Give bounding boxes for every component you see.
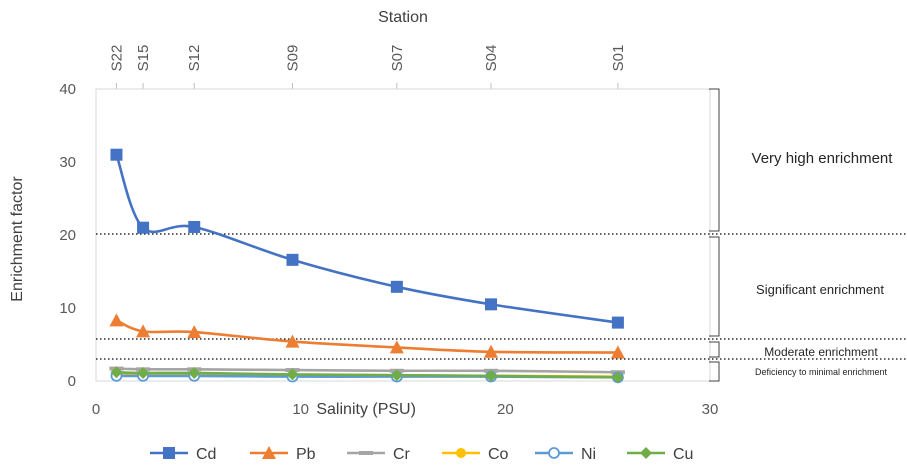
data-point-cd	[188, 220, 201, 233]
legend-label: Ni	[581, 446, 596, 463]
series-cu	[110, 366, 624, 384]
band-label: Deficiency to minimal enrichment	[755, 367, 888, 377]
legend-item-ni: Ni	[535, 446, 596, 463]
data-point-cu	[611, 371, 624, 384]
y-axis-title: Enrichment factor	[9, 176, 26, 302]
legend-marker	[548, 447, 560, 459]
band-bracket	[709, 236, 720, 337]
station-tick-label: S15	[135, 45, 152, 72]
station-tick-label: S01	[610, 45, 627, 72]
data-point-cu	[286, 368, 299, 381]
data-point-pb	[389, 340, 404, 354]
data-point-cd	[286, 253, 299, 266]
data-point-pb	[610, 345, 625, 359]
legend-item-pb: Pb	[250, 446, 316, 463]
legend-item-cd: Cd	[150, 446, 216, 463]
y-tick-label: 30	[59, 154, 76, 171]
legend-marker	[640, 447, 652, 459]
data-point-cu	[188, 366, 201, 379]
x-tick-label: 20	[497, 401, 514, 418]
x-axis-title: Salinity (PSU)	[316, 401, 416, 418]
series-line-pb	[115, 319, 618, 354]
y-tick-label: 20	[59, 227, 76, 244]
y-axis: Enrichment factor 0 10 20 30 40	[9, 81, 76, 390]
y-tick-label: 40	[59, 81, 76, 98]
data-point-cd	[390, 280, 403, 293]
data-point-cu	[390, 369, 403, 382]
y-tick-label: 10	[59, 300, 76, 317]
plot-area	[95, 88, 711, 382]
series-pb	[109, 313, 625, 359]
station-tick-label: S07	[389, 45, 406, 72]
data-point-cd	[611, 316, 624, 329]
station-axis-title: Station	[378, 9, 428, 26]
legend-item-cr: Cr	[347, 446, 411, 463]
x-tick-label: 10	[292, 401, 309, 418]
legend-label: Co	[488, 446, 509, 463]
x-axis: Salinity (PSU) 0 10 20 30	[92, 401, 719, 418]
data-point-cd	[137, 221, 150, 234]
series-layer	[109, 148, 625, 384]
legend-marker	[456, 448, 466, 458]
x-tick-label: 30	[702, 401, 719, 418]
legend-label: Pb	[296, 446, 316, 463]
series-cd	[110, 148, 624, 329]
data-point-cu	[485, 369, 498, 382]
station-axis: Station S22 S15 S12 S09 S07 S04 S01	[96, 9, 710, 90]
band-bracket	[709, 361, 720, 382]
y-tick-label: 0	[68, 373, 76, 390]
legend: Cd Pb Cr Co Ni Cu	[150, 446, 693, 463]
legend-marker	[262, 446, 276, 459]
legend-label: Cu	[673, 446, 693, 463]
band-bracket	[709, 88, 720, 232]
legend-label: Cr	[393, 446, 411, 463]
data-point-pb	[187, 325, 202, 339]
data-point-cu	[137, 366, 150, 379]
legend-marker	[359, 451, 373, 455]
band-bracket	[709, 341, 720, 358]
legend-item-co: Co	[442, 446, 509, 463]
band-label: Moderate enrichment	[764, 345, 878, 359]
legend-marker	[163, 447, 175, 459]
data-point-cd	[110, 148, 123, 161]
plot-border	[95, 88, 711, 382]
legend-item-cu: Cu	[627, 446, 693, 463]
station-tick-label: S22	[108, 45, 125, 72]
station-tick-label: S09	[284, 45, 301, 72]
data-point-pb	[285, 334, 300, 348]
legend-label: Cd	[196, 446, 216, 463]
enrichment-brackets: Very high enrichment Significant enrichme…	[709, 88, 894, 382]
data-point-pb	[484, 344, 499, 358]
data-point-cd	[485, 298, 498, 311]
band-label: Very high enrichment	[752, 150, 894, 167]
threshold-lines	[96, 233, 906, 360]
data-point-cu	[110, 366, 123, 379]
series-line-cd	[115, 154, 619, 324]
x-tick-label: 0	[92, 401, 100, 418]
station-tick-label: S04	[483, 45, 500, 72]
data-point-pb	[136, 324, 151, 338]
station-tick-label: S12	[186, 45, 203, 72]
data-point-pb	[109, 313, 124, 327]
band-label: Significant enrichment	[756, 282, 884, 297]
